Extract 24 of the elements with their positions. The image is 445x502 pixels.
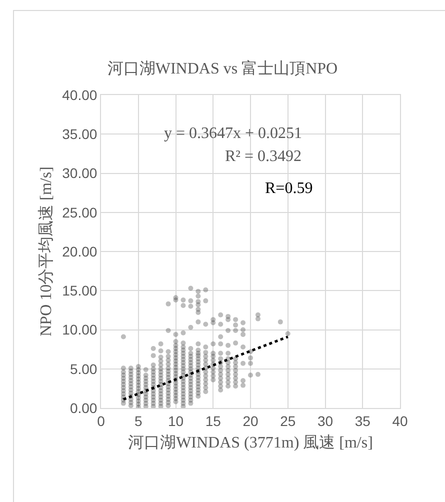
annotation: R² = 0.3492 — [225, 148, 302, 165]
y-tick-label: 10.00 — [62, 322, 98, 338]
x-tick-label: 5 — [134, 412, 142, 429]
y-tick-label: 20.00 — [62, 243, 98, 260]
x-tick-label: 10 — [168, 412, 184, 429]
x-tick-label: 30 — [317, 412, 334, 429]
chart-title: 河口湖WINDAS vs 富士山頂NPO — [107, 59, 338, 78]
x-tick-label: 20 — [242, 412, 258, 429]
x-tick-label: 35 — [354, 412, 371, 429]
y-tick-label: 0.00 — [70, 400, 98, 416]
x-axis-title: 河口湖WINDAS (3771m) 風速 [m/s] — [128, 434, 373, 452]
y-tick-label: 25.00 — [62, 204, 98, 220]
annotation: y = 0.3647x + 0.0251 — [164, 125, 302, 142]
y-tick-label: 40.00 — [62, 86, 98, 103]
x-tick-label: 25 — [280, 412, 296, 429]
y-tick-label: 5.00 — [70, 360, 98, 377]
x-tick-label: 0 — [97, 412, 106, 429]
y-tick-label: 35.00 — [62, 126, 98, 142]
y-tick-label: 15.00 — [62, 282, 98, 299]
x-tick-label: 15 — [205, 412, 222, 429]
y-axis-title: NPO 10分平均風速 [m/s] — [37, 166, 56, 336]
x-tick-label: 40 — [392, 412, 408, 429]
y-tick-label: 30.00 — [62, 165, 98, 182]
annotation: R=0.59 — [265, 180, 313, 197]
